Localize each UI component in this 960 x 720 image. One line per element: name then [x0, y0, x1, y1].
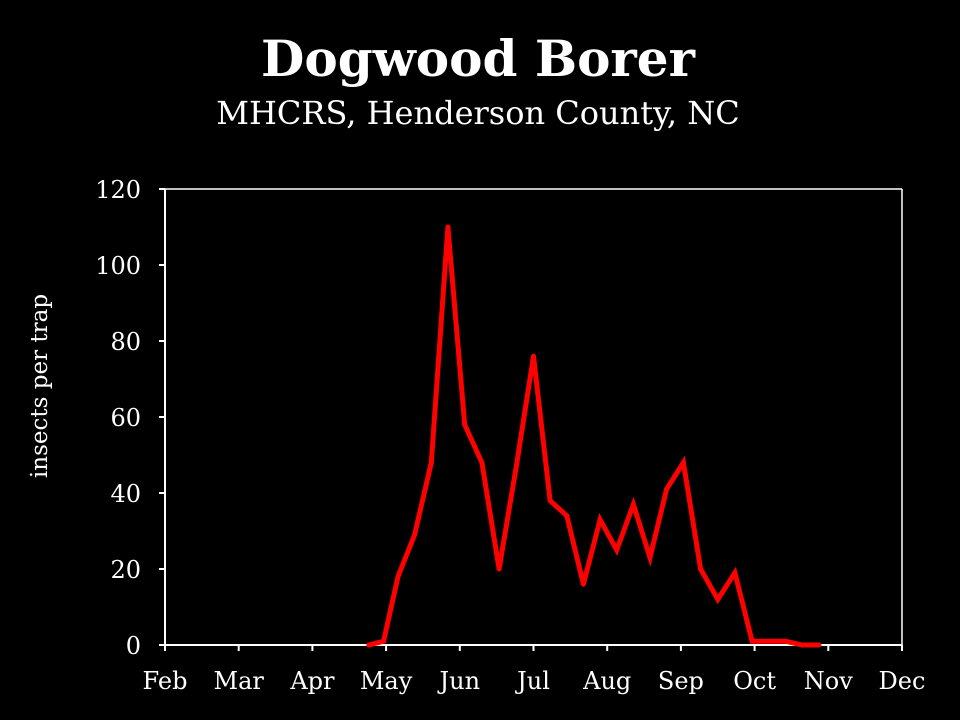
data-point	[496, 566, 502, 572]
y-tick-label: 120	[95, 176, 141, 204]
x-tick-label: Nov	[804, 667, 853, 695]
x-tick-label: Feb	[143, 667, 188, 695]
x-tick-label: Jul	[514, 667, 550, 695]
x-tick-label: Jun	[437, 667, 481, 695]
data-point	[412, 532, 418, 538]
data-point	[799, 642, 805, 648]
y-tick-label: 40	[110, 480, 141, 508]
y-axis-label: insects per trap	[27, 294, 53, 478]
y-tick-label: 100	[95, 252, 141, 280]
data-point	[664, 486, 670, 492]
data-point	[513, 463, 519, 469]
x-tick-label: Oct	[733, 667, 776, 695]
x-tick-label: May	[360, 667, 413, 695]
x-tick-label: Aug	[582, 667, 631, 695]
data-point	[614, 547, 620, 553]
data-point	[580, 581, 586, 587]
chart-subtitle: MHCRS, Henderson County, NC	[216, 94, 740, 132]
data-point	[715, 596, 721, 602]
x-tick-label: Dec	[879, 667, 926, 695]
data-point	[381, 638, 387, 644]
data-point	[462, 422, 468, 428]
x-tick-label: Sep	[658, 667, 704, 695]
data-point	[816, 642, 822, 648]
data-point	[783, 638, 788, 644]
data-point	[445, 224, 451, 230]
data-point	[366, 642, 372, 648]
data-point	[630, 501, 636, 507]
data-point	[680, 460, 686, 466]
y-tick-label: 0	[126, 632, 141, 660]
data-point	[479, 460, 485, 466]
x-ticks: Feb Mar Apr May Jun Jul Aug Sep Oct Nov Dec	[143, 645, 926, 695]
data-point	[395, 574, 401, 580]
data-point	[766, 638, 772, 644]
data-point	[564, 513, 570, 519]
data-point	[597, 517, 603, 523]
data-point	[647, 555, 653, 561]
y-ticks: 0 20 40 60 80 100 120	[95, 176, 165, 660]
x-tick-label: Mar	[214, 667, 265, 695]
y-tick-label: 20	[110, 556, 141, 584]
y-tick-label: 80	[110, 328, 141, 356]
data-point	[698, 566, 704, 572]
data-point	[547, 498, 553, 504]
data-point	[732, 570, 738, 576]
chart-title: Dogwood Borer	[261, 29, 696, 88]
x-tick-label: Apr	[289, 667, 335, 695]
series-group	[366, 224, 822, 648]
y-tick-label: 60	[110, 404, 141, 432]
series-line	[366, 226, 822, 648]
data-point	[428, 460, 434, 466]
data-point	[531, 353, 536, 359]
data-point	[749, 638, 755, 644]
